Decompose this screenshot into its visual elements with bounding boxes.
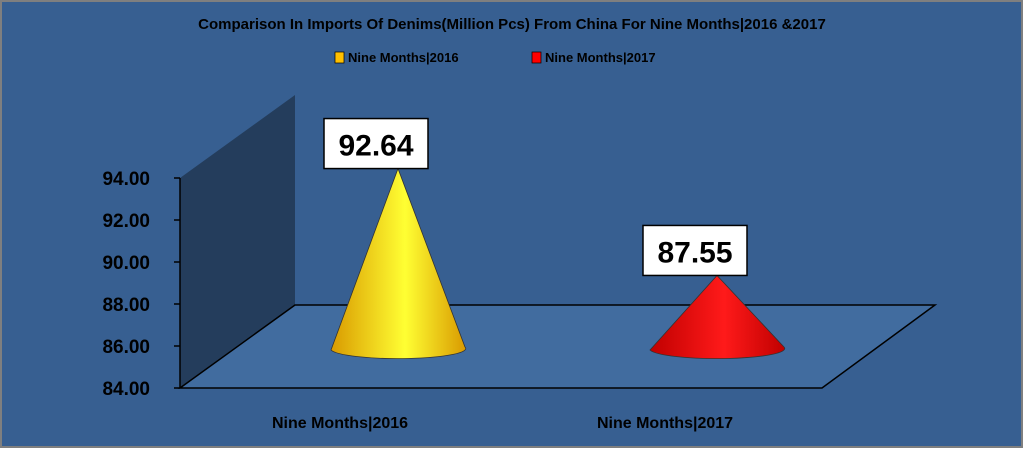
- y-tick-label: 90.00: [102, 253, 150, 274]
- y-tick-label: 92.00: [102, 211, 150, 232]
- floor: [177, 304, 938, 389]
- x-tick-label: Nine Months|2017: [597, 415, 733, 432]
- data-label-box: [323, 117, 429, 170]
- x-tick-label: Nine Months|2016: [272, 415, 408, 432]
- cone-body: [649, 274, 786, 360]
- cone-2016: 92.64: [323, 117, 467, 360]
- data-label: 87.55: [657, 236, 732, 269]
- chart-title: Comparison In Imports Of Denims(Million …: [198, 16, 826, 33]
- cone-2017: 87.55: [642, 224, 786, 360]
- legend: Nine Months|2016 Nine Months|2017: [334, 50, 656, 65]
- back-wall-left: [180, 95, 295, 388]
- legend-label-2017: Nine Months|2017: [545, 50, 656, 65]
- legend-swatch-2016: [334, 51, 345, 64]
- y-tick-label: 86.00: [102, 337, 150, 358]
- legend-swatch-2017: [531, 51, 542, 64]
- data-label-box: [642, 224, 748, 277]
- data-label: 92.64: [338, 130, 413, 163]
- y-tick-label: 88.00: [102, 295, 150, 316]
- y-tick-label: 94.00: [102, 169, 150, 190]
- legend-label-2016: Nine Months|2016: [348, 50, 459, 65]
- y-tick-label: 84.00: [102, 379, 150, 400]
- cone-body: [330, 167, 467, 360]
